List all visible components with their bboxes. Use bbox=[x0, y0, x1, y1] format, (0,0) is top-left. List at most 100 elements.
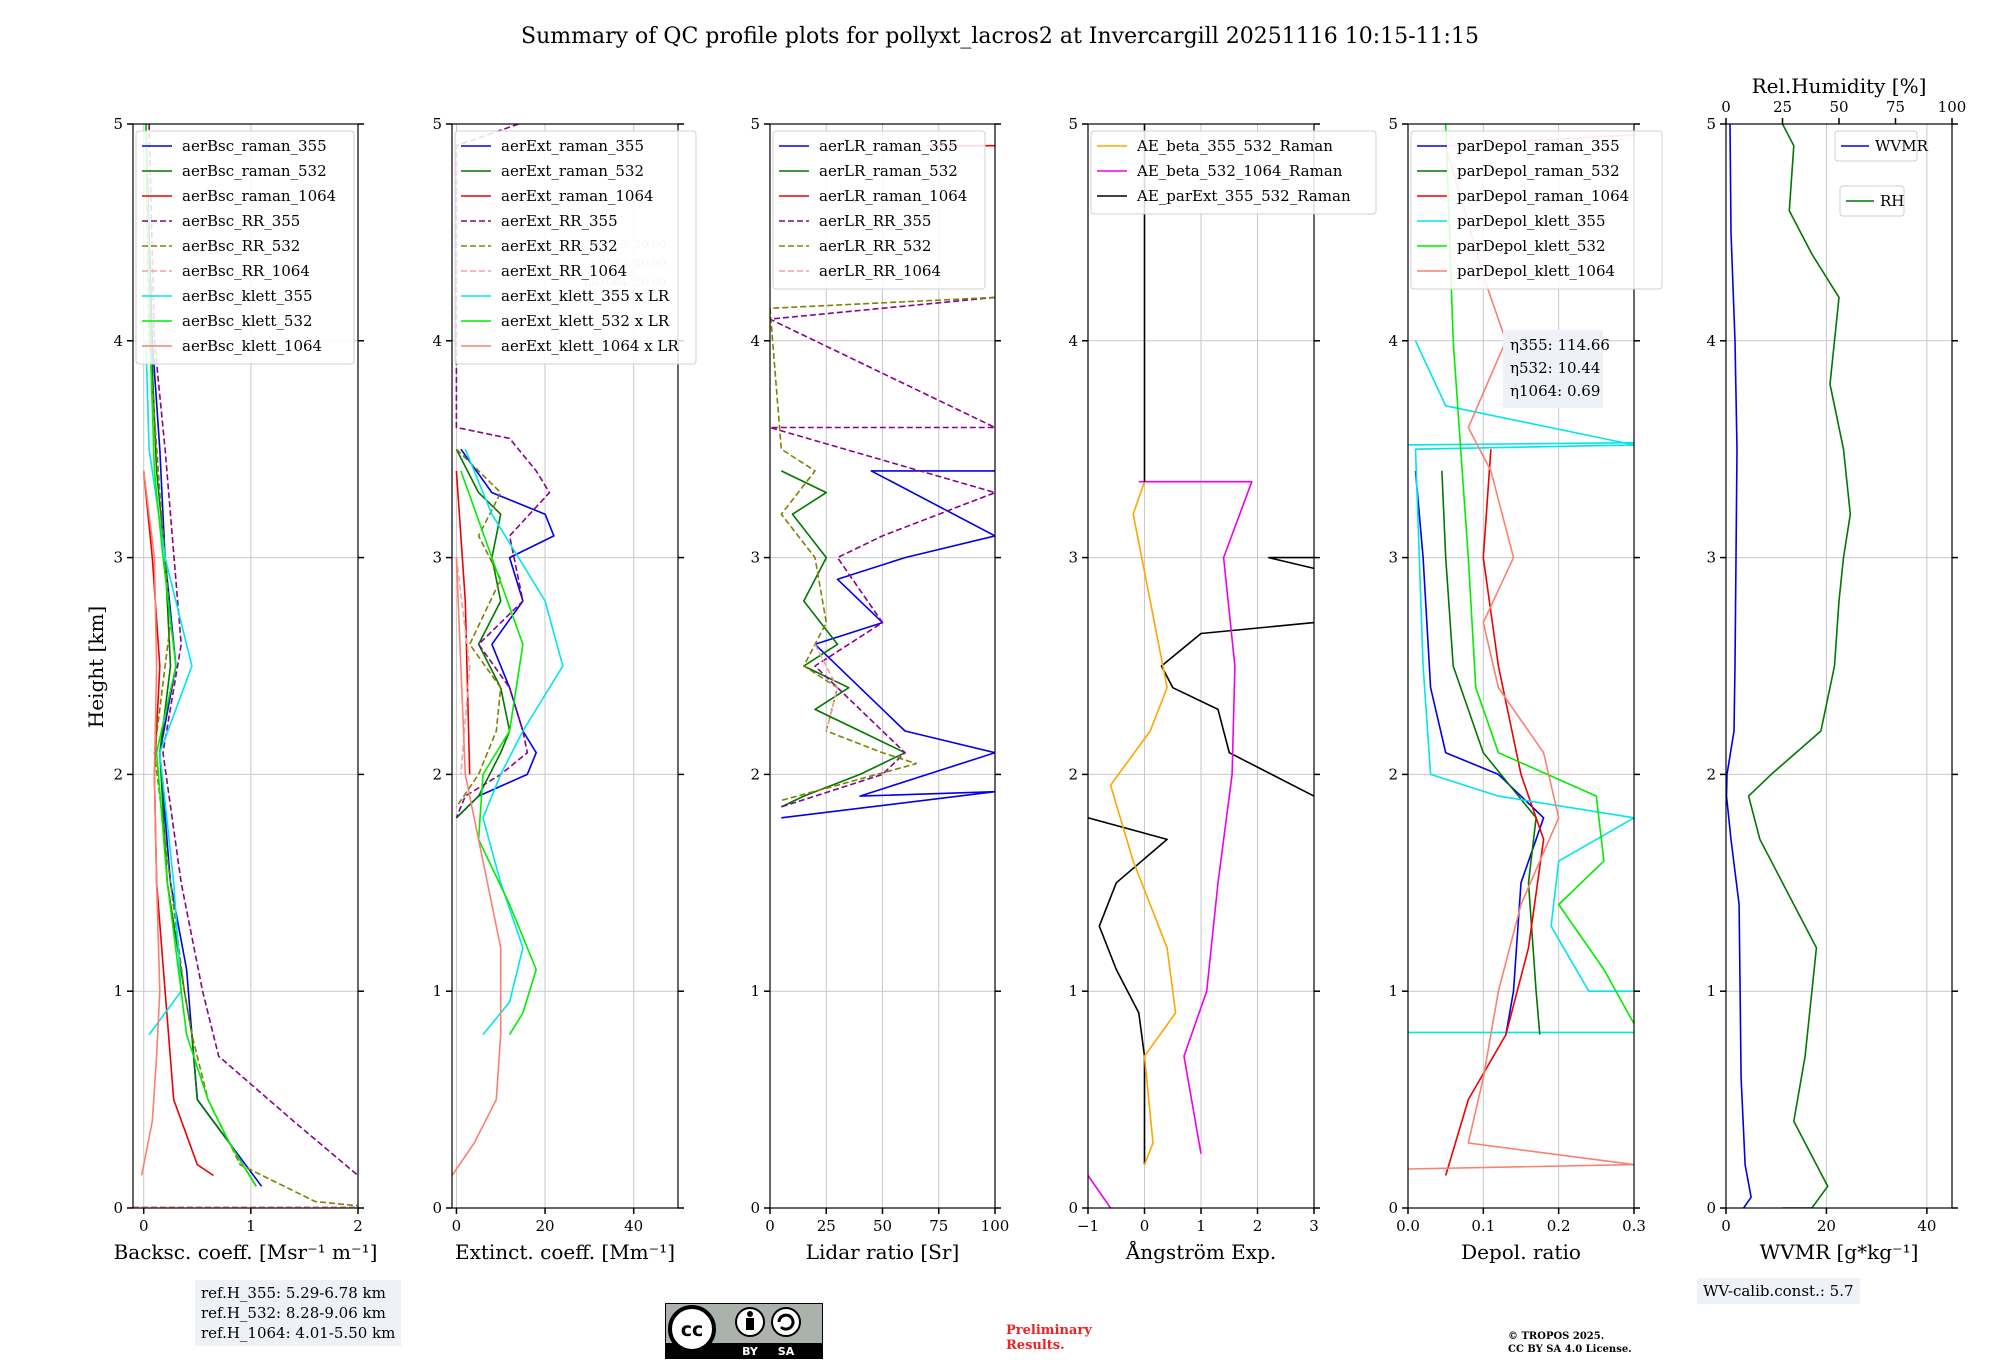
profile-segment bbox=[1160, 621, 1314, 797]
eta-box bbox=[1503, 330, 1603, 408]
y-tick-label: 0 bbox=[113, 1199, 123, 1217]
y-tick-label: 4 bbox=[1706, 332, 1716, 350]
prelim-line-2: Results. bbox=[1006, 1338, 1065, 1353]
legend-label: aerBsc_RR_1064 bbox=[182, 262, 310, 280]
sa-share-icon bbox=[771, 1307, 801, 1337]
x-tick-label: 0 bbox=[452, 1217, 462, 1235]
y-tick-label: 1 bbox=[1068, 982, 1078, 1000]
plot-frame bbox=[1407, 123, 1635, 1209]
legend-label: aerBsc_klett_355 bbox=[182, 287, 313, 305]
legend-label: WVMR bbox=[1875, 137, 1929, 155]
legend-label: RH bbox=[1880, 192, 1904, 210]
legend-label: aerBsc_RR_532 bbox=[182, 237, 300, 255]
series-aerext-raman-355 bbox=[455, 448, 555, 819]
legend-label: aerLR_raman_355 bbox=[819, 137, 958, 155]
legend-label: aerBsc_klett_532 bbox=[182, 312, 313, 330]
x-tick-label: 3 bbox=[1309, 1217, 1319, 1235]
x-tick-label: 40 bbox=[624, 1217, 643, 1235]
reference-height-box: ref.H_355: 5.29-6.78 km ref.H_532: 8.28-… bbox=[195, 1280, 402, 1346]
x-tick-label: 20 bbox=[536, 1217, 555, 1235]
series-pardepol-raman-1064 bbox=[1444, 449, 1545, 1176]
panel-lr: 0 25 50 75 100 0 1 2 3 4 5 Lidar ratio [Sr] aerLR_ra… bbox=[750, 115, 1009, 1264]
y-tick-label: 1 bbox=[1706, 982, 1716, 1000]
series-group bbox=[1726, 124, 1852, 1208]
x-tick-label: 1 bbox=[246, 1217, 256, 1235]
legend-label: aerExt_klett_1064 x LR bbox=[501, 337, 679, 355]
legend-label: aerExt_RR_355 bbox=[501, 212, 618, 230]
y-tick-label: 1 bbox=[432, 982, 442, 1000]
eta-label: η355: 114.66 bbox=[1510, 336, 1610, 354]
plot-frame bbox=[132, 123, 359, 1209]
legend-label: parDepol_klett_532 bbox=[1457, 237, 1606, 255]
series-ae-beta-532-1064-raman bbox=[1138, 480, 1253, 1154]
x-tick-label: 75 bbox=[929, 1217, 948, 1235]
x-tick-label: 2 bbox=[353, 1217, 363, 1235]
cc-license-badge: cc BY SA bbox=[665, 1303, 823, 1359]
y-tick-label: 3 bbox=[1706, 549, 1716, 567]
y-tick-label: 0 bbox=[1068, 1199, 1078, 1217]
y-tick-label: 2 bbox=[1706, 765, 1716, 783]
y-tick-label: 1 bbox=[113, 982, 123, 1000]
x-axis-label: Extinct. coeff. [Mm⁻¹] bbox=[455, 1240, 675, 1264]
legend-label: aerExt_klett_532 x LR bbox=[501, 312, 670, 330]
series-aerext-rr-355 bbox=[455, 124, 551, 819]
x-tick-label: 0 bbox=[765, 1217, 775, 1235]
legend-label: aerLR_RR_1064 bbox=[819, 262, 941, 280]
series-ae-beta-355-532-raman bbox=[1109, 481, 1177, 1165]
wv-calibration-box: WV-calib.const.: 5.7 bbox=[1697, 1278, 1860, 1304]
y-tick-label: 4 bbox=[750, 332, 760, 350]
y-tick-label: 0 bbox=[1706, 1199, 1716, 1217]
series-pardepol-raman-355 bbox=[1414, 470, 1545, 1035]
y-tick-label: 5 bbox=[113, 115, 123, 133]
top-x-tick-label: 100 bbox=[1938, 98, 1967, 116]
legend-label: AE_parExt_355_532_Raman bbox=[1136, 187, 1351, 205]
series-aerext-klett-532-x-lr bbox=[460, 470, 538, 1036]
y-tick-label: 3 bbox=[113, 549, 123, 567]
y-tick-label: 5 bbox=[432, 115, 442, 133]
x-tick-label: 100 bbox=[981, 1217, 1010, 1235]
eta-label: η1064: 0.69 bbox=[1510, 382, 1600, 400]
cc-sa-label: SA bbox=[778, 1345, 795, 1358]
series-aerlr-rr-1064 bbox=[814, 643, 839, 732]
svg-text:cc: cc bbox=[681, 1319, 704, 1341]
legend-box bbox=[1410, 130, 1663, 290]
legend-label: aerExt_klett_355 x LR bbox=[501, 287, 670, 305]
series-pardepol-raman-532 bbox=[1441, 470, 1541, 1035]
cc-by-label: BY bbox=[742, 1345, 759, 1358]
y-axis-label: Height [km] bbox=[84, 606, 108, 728]
x-tick-label: 40 bbox=[1917, 1217, 1936, 1235]
legend-label: parDepol_raman_532 bbox=[1457, 162, 1620, 180]
series-group bbox=[452, 124, 564, 1176]
y-tick-label: 3 bbox=[432, 549, 442, 567]
x-tick-label: 1 bbox=[1196, 1217, 1206, 1235]
y-tick-label: 4 bbox=[1388, 332, 1398, 350]
panel-wv: 0 20 40 0 1 2 3 4 5 WVMR [g*kg⁻¹] 0 25 50 75 100 Rel.Hu… bbox=[1706, 74, 1966, 1264]
x-tick-label: 0.0 bbox=[1396, 1217, 1420, 1235]
top-x-tick-label: 75 bbox=[1886, 98, 1905, 116]
y-tick-label: 1 bbox=[750, 982, 760, 1000]
series-wvmr bbox=[1726, 124, 1752, 1208]
x-tick-label: 0 bbox=[139, 1217, 149, 1235]
legend-label: AE_beta_355_532_Raman bbox=[1136, 137, 1333, 155]
copyright-note: © TROPOS 2025. CC BY SA 4.0 License. bbox=[1508, 1330, 1632, 1356]
legend-label: aerExt_raman_1064 bbox=[501, 187, 654, 205]
y-tick-label: 4 bbox=[432, 332, 442, 350]
panel-depol: 0.0 0.1 0.2 0.3 0 1 2 3 4 5 Depol. ratio η355: 114.… bbox=[1388, 115, 1663, 1264]
x-tick-label: 0 bbox=[1140, 1217, 1150, 1235]
series-aerlr-rr-355 bbox=[770, 296, 995, 808]
figure-title: Summary of QC profile plots for pollyxt_… bbox=[521, 24, 1479, 49]
eta-label: η532: 10.44 bbox=[1510, 359, 1600, 377]
cc-icon bbox=[668, 1305, 716, 1353]
ref-height-355: ref.H_355: 5.29-6.78 km bbox=[201, 1284, 386, 1302]
series-aerbsc-klett-1064 bbox=[140, 470, 161, 1176]
y-tick-label: 2 bbox=[432, 765, 442, 783]
y-tick-label: 3 bbox=[750, 549, 760, 567]
legend-label: parDepol_klett_1064 bbox=[1457, 262, 1615, 280]
series-pardepol-klett-355 bbox=[1414, 340, 1634, 993]
y-tick-label: 2 bbox=[1388, 765, 1398, 783]
series-aerext-rr-532 bbox=[455, 448, 502, 808]
legend-box bbox=[772, 130, 986, 290]
x-tick-label: −1 bbox=[1077, 1217, 1099, 1235]
x-tick-label: 50 bbox=[873, 1217, 892, 1235]
